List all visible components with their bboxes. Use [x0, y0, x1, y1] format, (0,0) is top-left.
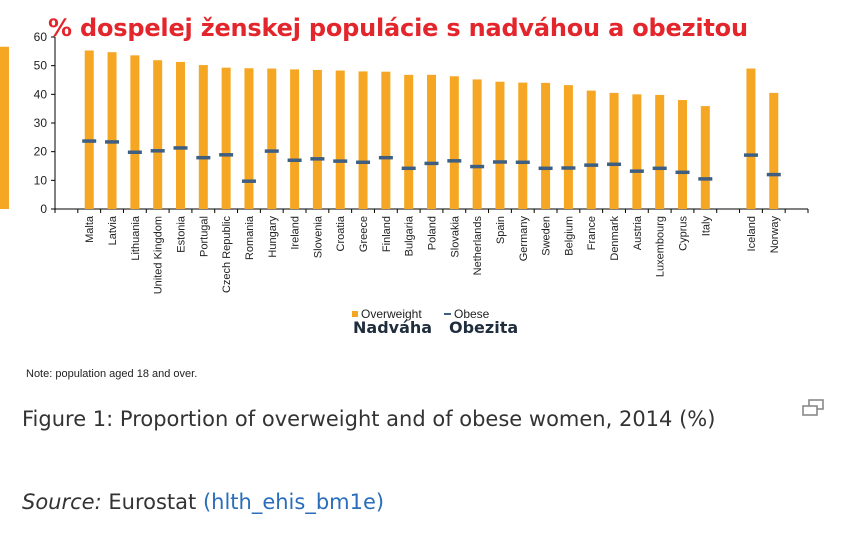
y-tick-label: 10: [34, 173, 48, 187]
x-tick-label: Spain: [495, 216, 507, 244]
y-tick-label: 50: [34, 59, 48, 73]
dataset-link[interactable]: (hlth_ehis_bm1e): [202, 490, 385, 514]
y-tick-label: 60: [34, 30, 48, 44]
x-tick-label: Iceland: [746, 216, 758, 251]
x-tick-label: Ireland: [290, 216, 302, 250]
x-tick-label: Cyprus: [678, 216, 690, 251]
bar-overweight: [586, 90, 596, 209]
x-tick-label: Slovakia: [449, 215, 461, 257]
figure-caption: Figure 1: Proportion of overweight and o…: [22, 407, 716, 431]
x-tick-label: Romania: [244, 215, 256, 260]
legend-overweight-sublabel: Nadváha: [353, 318, 433, 337]
x-tick-label: Latvia: [107, 215, 119, 245]
bar-overweight: [0, 46, 9, 209]
x-tick-label: Luxembourg: [655, 216, 667, 277]
legend-overweight: Overweight: [352, 307, 422, 321]
bar-overweight: [472, 79, 482, 209]
x-tick-label: Norway: [769, 216, 781, 254]
x-tick-label: United Kingdom: [153, 216, 165, 294]
bar-overweight: [632, 94, 642, 209]
bar-overweight: [153, 60, 163, 209]
legend-overweight-label: Overweight: [361, 307, 422, 321]
x-tick-label: Finland: [381, 216, 393, 252]
x-tick-label: Italy: [700, 216, 712, 237]
chart-note: Note: population aged 18 and over.: [26, 368, 198, 380]
x-tick-label: Estonia: [176, 215, 188, 253]
bar-overweight: [221, 67, 231, 209]
bar-overweight: [84, 50, 94, 210]
x-tick-label: Lithuania: [130, 215, 142, 261]
legend-overweight-swatch: [352, 311, 358, 317]
bar-overweight: [130, 55, 140, 210]
bar-overweight: [609, 92, 619, 209]
y-tick-label: 20: [34, 145, 48, 159]
bar-overweight: [107, 52, 117, 210]
legend-obese-sublabel: Obezita: [449, 318, 519, 337]
bar-overweight: [678, 100, 687, 209]
bar-overweight: [518, 82, 528, 209]
x-tick-label: Netherlands: [472, 216, 484, 276]
x-tick-label: Slovenia: [312, 215, 324, 258]
bar-overweight: [541, 82, 551, 209]
bar-overweight: [404, 74, 414, 209]
legend-obese-label: Obese: [454, 307, 490, 321]
source-text: Eurostat: [108, 490, 197, 514]
bar-overweight: [358, 71, 368, 210]
x-tick-label: Bulgaria: [404, 215, 416, 256]
bar-overweight: [769, 92, 779, 209]
bar-overweight: [427, 74, 436, 209]
bar-overweight: [563, 85, 573, 209]
bar-overweight: [244, 68, 254, 209]
x-tick-label: Greece: [358, 216, 370, 252]
bar-overweight: [746, 68, 756, 210]
overlay-title: % dospelej ženskej populácie s nadváhou …: [48, 14, 748, 42]
bar-overweight: [700, 106, 710, 209]
x-tick-label: France: [586, 216, 598, 250]
x-tick-label: Belgium: [563, 216, 575, 256]
x-tick-label: Malta: [84, 215, 96, 243]
bar-overweight: [312, 69, 322, 209]
legend-obese-swatch: [444, 313, 451, 315]
bar-overweight: [449, 76, 459, 209]
x-tick-label: Czech Republic: [221, 216, 233, 294]
bar-overweight: [267, 68, 277, 210]
expand-window-icon[interactable]: [800, 398, 826, 418]
y-tick-label: 40: [34, 87, 48, 101]
bar-overweight: [495, 81, 505, 209]
x-tick-label: Germany: [518, 216, 530, 262]
bar-overweight: [290, 69, 300, 209]
x-tick-label: Austria: [632, 215, 644, 250]
bar-overweight: [655, 94, 665, 209]
x-tick-label: Portugal: [198, 216, 210, 257]
x-tick-label: Sweden: [541, 216, 553, 256]
bar-overweight: [381, 71, 391, 209]
bar-overweight: [198, 65, 208, 210]
source-label: Source:: [22, 490, 102, 514]
x-tick-label: Denmark: [609, 216, 621, 261]
bar-overweight: [335, 70, 345, 209]
source-line: Source: Eurostat (hlth_ehis_bm1e): [22, 490, 384, 514]
x-tick-label: Hungary: [267, 216, 279, 258]
bar-overweight: [176, 61, 185, 209]
chart: 0102030405060EU-28MaltaLatviaLithuaniaUn…: [0, 0, 809, 294]
y-tick-label: 30: [34, 116, 48, 130]
x-tick-label: Poland: [427, 216, 439, 250]
y-tick-label: 0: [40, 202, 47, 216]
x-tick-label: Croatia: [335, 215, 347, 251]
legend-obese: Obese: [444, 307, 489, 321]
